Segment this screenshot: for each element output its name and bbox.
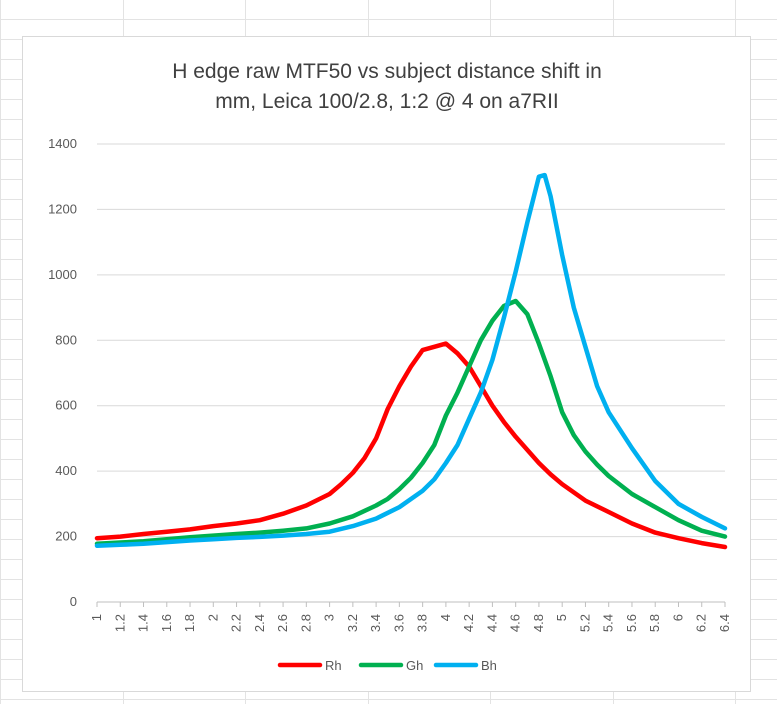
y-tick-label: 400 bbox=[55, 463, 77, 478]
x-tick-label: 3 bbox=[322, 614, 337, 621]
x-tick-label: 6 bbox=[670, 614, 685, 621]
x-tick-label: 4.2 bbox=[461, 614, 476, 632]
series-line-rh bbox=[94, 341, 728, 550]
x-tick-label: 1.8 bbox=[182, 614, 197, 632]
y-tick-label: 600 bbox=[55, 398, 77, 413]
x-tick-label: 1 bbox=[89, 614, 104, 621]
x-tick-label: 4.4 bbox=[484, 614, 499, 632]
x-tick-label: 4.8 bbox=[531, 614, 546, 632]
x-tick-label: 6.4 bbox=[717, 614, 732, 632]
x-tick-label: 2.4 bbox=[252, 614, 267, 632]
x-tick-label: 5.6 bbox=[624, 614, 639, 632]
x-tick-label: 5.2 bbox=[577, 614, 592, 632]
series-line-gh bbox=[94, 298, 728, 547]
x-tick-label: 3.2 bbox=[345, 614, 360, 632]
legend-label-rh: Rh bbox=[325, 658, 342, 673]
x-tick-label: 5 bbox=[554, 614, 569, 621]
x-tick-label: 2.2 bbox=[229, 614, 244, 632]
x-tick-label: 5.4 bbox=[601, 614, 616, 632]
x-tick-label: 3.6 bbox=[391, 614, 406, 632]
chart-legend: Rh Gh Bh bbox=[277, 658, 497, 673]
chart-area[interactable]: H edge raw MTF50 vs subject distance shi… bbox=[22, 36, 751, 692]
chart-axes: 0 200 400 600 800 1000 1200 1400 1 1.2 1.4 1.6 1.8 2 2… bbox=[48, 136, 732, 632]
chart-series bbox=[94, 172, 728, 550]
legend-label-bh: Bh bbox=[481, 658, 497, 673]
x-tick-label: 4 bbox=[438, 614, 453, 621]
legend-label-gh: Gh bbox=[406, 658, 423, 673]
y-tick-label: 1200 bbox=[48, 201, 77, 216]
y-tick-label: 800 bbox=[55, 332, 77, 347]
y-tick-label: 200 bbox=[55, 529, 77, 544]
x-tick-label: 1.4 bbox=[136, 614, 151, 632]
x-tick-label: 2.8 bbox=[298, 614, 313, 632]
line-chart: H edge raw MTF50 vs subject distance shi… bbox=[48, 60, 732, 673]
x-tick-label: 3.4 bbox=[368, 614, 383, 632]
x-tick-label: 1.2 bbox=[112, 614, 127, 632]
y-tick-label: 0 bbox=[70, 594, 77, 609]
x-tick-label: 2 bbox=[205, 614, 220, 621]
chart-title-line-1: H edge raw MTF50 vs subject distance shi… bbox=[172, 60, 602, 83]
x-tick-label: 1.6 bbox=[159, 614, 174, 632]
y-tick-label: 1400 bbox=[48, 136, 77, 151]
chart-gridlines bbox=[97, 143, 725, 538]
chart-title-line-2: mm, Leica 100/2.8, 1:2 @ 4 on a7RII bbox=[215, 90, 559, 113]
y-tick-label: 1000 bbox=[48, 267, 77, 282]
x-tick-label: 6.2 bbox=[694, 614, 709, 632]
x-tick-label: 2.6 bbox=[275, 614, 290, 632]
series-line-bh bbox=[94, 172, 728, 548]
x-tick-label: 3.8 bbox=[415, 614, 430, 632]
x-tick-label: 5.8 bbox=[647, 614, 662, 632]
x-tick-label: 4.6 bbox=[508, 614, 523, 632]
